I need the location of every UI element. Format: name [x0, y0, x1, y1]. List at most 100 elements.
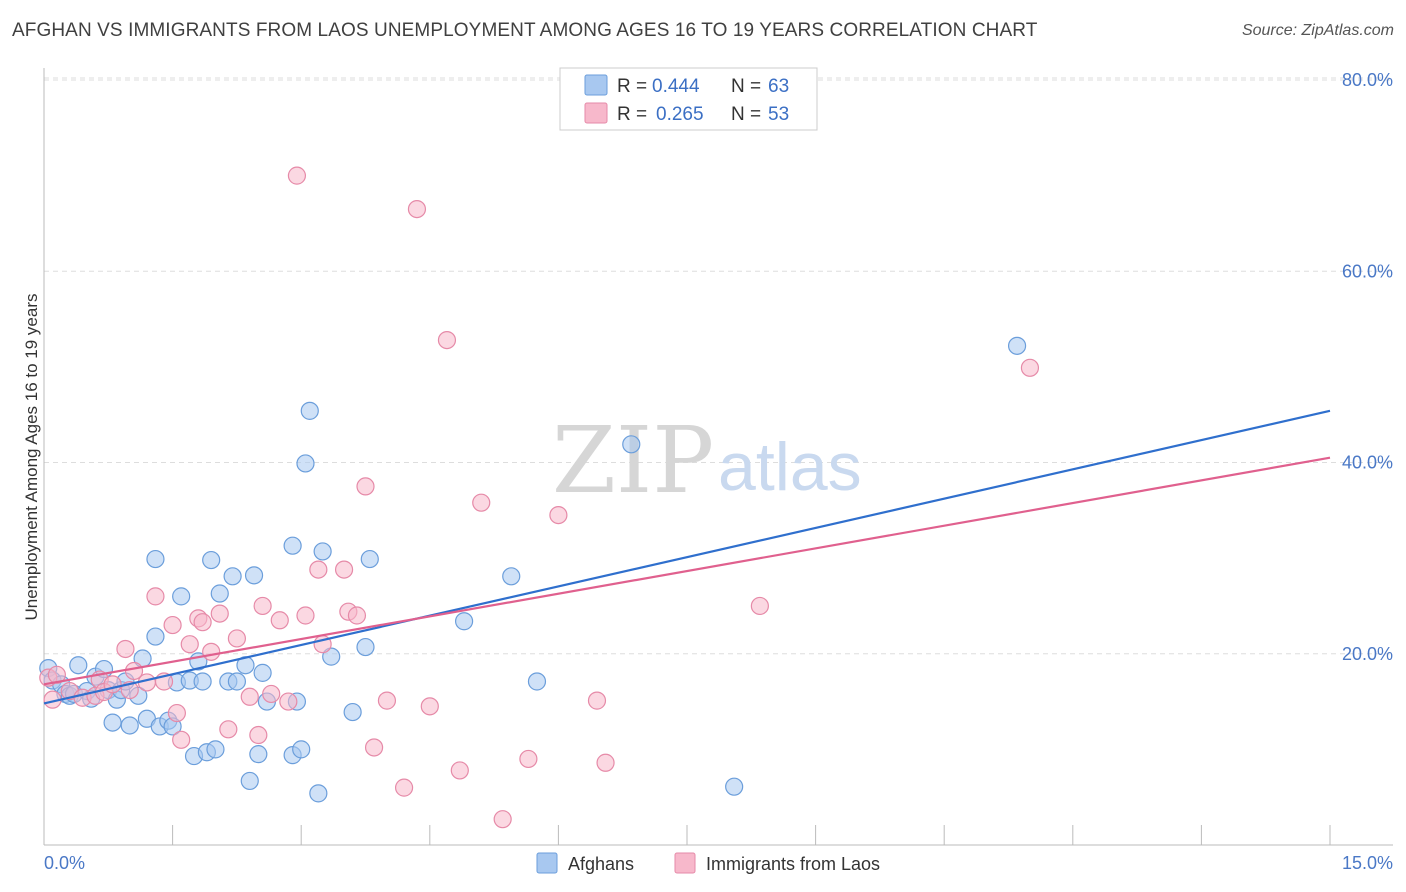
point-afghans — [283, 536, 302, 555]
point-laos — [1020, 358, 1040, 377]
point-afghans — [300, 401, 319, 420]
point-laos — [287, 166, 307, 185]
point-laos — [407, 199, 427, 219]
bottom-legend-swatch-afghans — [536, 852, 558, 874]
point-laos — [549, 505, 568, 525]
point-afghans — [223, 567, 242, 586]
point-afghans — [202, 550, 221, 570]
point-laos — [279, 692, 298, 711]
point-laos — [163, 615, 182, 635]
point-afghans — [1007, 336, 1027, 355]
point-afghans — [172, 587, 191, 606]
point-laos — [249, 725, 268, 745]
point-afghans — [454, 612, 474, 631]
bottom-legend-label-laos: Immigrants from Laos — [706, 854, 880, 874]
legend-r-label: R = — [617, 104, 647, 125]
point-afghans — [210, 584, 229, 603]
point-afghans — [292, 740, 311, 759]
point-laos — [334, 560, 354, 579]
point-afghans — [193, 672, 212, 691]
legend-n-value: 53 — [768, 104, 789, 125]
point-laos — [356, 477, 375, 496]
point-afghans — [725, 777, 744, 796]
point-laos — [270, 611, 289, 630]
point-laos — [493, 810, 512, 829]
chart-source: Source: ZipAtlas.com — [1241, 22, 1394, 39]
point-afghans — [502, 567, 521, 586]
point-laos — [116, 639, 135, 659]
point-afghans — [146, 549, 165, 569]
x-tick-label: 0.0% — [44, 853, 85, 873]
point-afghans — [206, 740, 225, 759]
point-laos — [364, 738, 384, 757]
point-laos — [172, 730, 191, 749]
legend-box: R = 0.444 N = 63 R = 0.265 N = 53 — [559, 67, 818, 131]
axes — [43, 68, 1393, 846]
point-laos — [437, 331, 457, 350]
y-tick-label: 60.0% — [1342, 261, 1393, 281]
trend-line-laos — [43, 456, 1331, 686]
point-laos — [202, 642, 221, 661]
y-tick-label: 40.0% — [1342, 453, 1393, 473]
legend-r-value: 0.265 — [656, 104, 704, 125]
point-laos — [450, 761, 469, 780]
point-afghans — [343, 702, 362, 722]
point-laos — [587, 691, 607, 710]
bottom-legend-swatch-laos — [674, 852, 696, 874]
point-afghans — [249, 745, 268, 764]
legend-r-label: R = — [617, 76, 647, 97]
legend-swatch-afghans — [584, 74, 608, 96]
point-laos — [210, 604, 229, 623]
watermark-zip: ZIP — [552, 407, 714, 514]
bottom-legend: Afghans Immigrants from Laos — [536, 852, 880, 874]
legend-swatch-laos — [584, 102, 608, 124]
data-points — [39, 166, 1040, 829]
point-laos — [347, 606, 367, 625]
point-afghans — [244, 566, 264, 585]
trend-lines — [43, 409, 1331, 705]
watermark: ZIP atlas — [552, 407, 862, 514]
trend-line-afghans — [43, 409, 1331, 705]
y-tick-label: 20.0% — [1342, 644, 1393, 664]
bottom-legend-label-afghans: Afghans — [568, 854, 634, 874]
point-afghans — [103, 713, 122, 732]
point-afghans — [309, 784, 328, 803]
point-laos — [167, 703, 186, 723]
y-axis-title: Unemployment Among Ages 16 to 19 years — [22, 294, 41, 621]
point-afghans — [296, 454, 315, 473]
point-afghans — [120, 716, 139, 735]
point-laos — [750, 596, 769, 616]
point-laos — [296, 606, 315, 625]
point-laos — [596, 753, 615, 772]
point-laos — [146, 587, 165, 606]
point-laos — [309, 560, 328, 579]
point-laos — [262, 684, 281, 704]
point-laos — [377, 691, 397, 710]
point-afghans — [69, 656, 88, 675]
point-laos — [180, 635, 199, 654]
point-afghans — [322, 647, 341, 666]
point-laos — [420, 697, 439, 716]
legend-n-label: N = — [731, 76, 761, 97]
point-laos — [253, 596, 272, 616]
point-afghans — [622, 435, 641, 454]
point-afghans — [146, 627, 165, 646]
point-laos — [227, 629, 246, 648]
x-tick-label: 15.0% — [1342, 853, 1393, 873]
point-afghans — [253, 663, 272, 682]
point-afghans — [240, 771, 259, 791]
watermark-atlas: atlas — [718, 429, 862, 505]
point-laos — [519, 749, 538, 769]
legend-r-value: 0.444 — [652, 76, 700, 97]
legend-n-label: N = — [731, 104, 761, 125]
legend-n-value: 63 — [768, 76, 789, 97]
point-afghans — [360, 549, 379, 569]
point-afghans — [527, 672, 547, 691]
grid-lines — [44, 77, 1393, 655]
point-afghans — [227, 672, 246, 691]
point-laos — [193, 613, 212, 632]
point-laos — [472, 493, 491, 512]
point-laos — [240, 687, 259, 706]
point-laos — [394, 778, 414, 797]
